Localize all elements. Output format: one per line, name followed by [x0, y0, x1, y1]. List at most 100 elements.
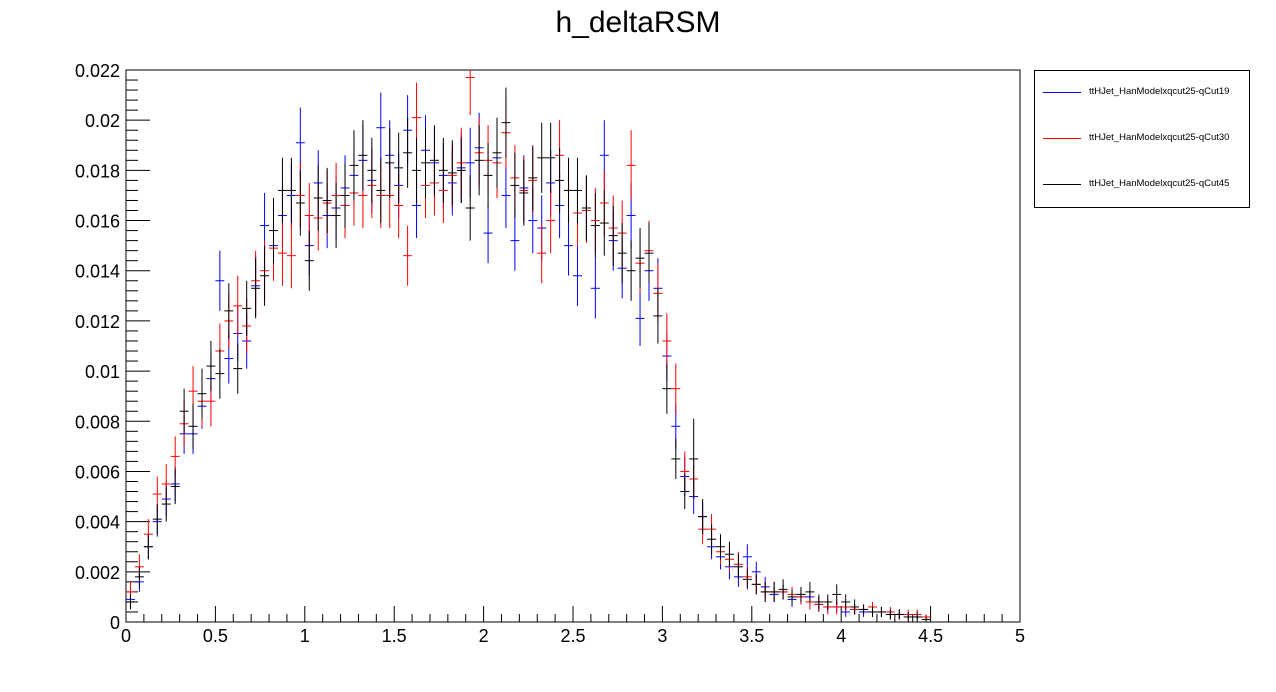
data-point	[760, 581, 770, 602]
data-point	[233, 275, 243, 336]
tick-labels: 0 0.5 1 1.5 2 2.5 3 3.5 4 4.5 5 0 0.002 0.004 0.006 0.0…	[75, 61, 1025, 646]
data-point	[626, 130, 636, 201]
data-point	[564, 215, 573, 276]
data-point	[912, 611, 922, 622]
data-point	[528, 145, 538, 211]
legend-entry-qcut45: ttHJet_HanModelxqcut25-qCut45	[1035, 175, 1249, 195]
data-point	[519, 160, 529, 226]
data-point	[403, 225, 413, 286]
x-tick-label: 2	[479, 626, 489, 646]
data-point	[573, 157, 582, 224]
y-tick-label: 0.016	[75, 212, 120, 232]
data-point	[412, 137, 422, 203]
data-point	[573, 245, 582, 306]
data-point	[590, 258, 600, 319]
data-points	[126, 70, 931, 622]
y-tick-label: 0.004	[75, 513, 120, 533]
y-tick-label: 0.014	[75, 262, 120, 282]
data-point	[868, 606, 877, 617]
y-tick-label: 0.02	[85, 111, 120, 131]
data-point	[483, 202, 493, 264]
legend-line-qcut19	[1043, 92, 1081, 93]
data-point	[143, 534, 153, 560]
x-tick-label: 0.5	[203, 626, 228, 646]
data-point	[894, 609, 904, 620]
data-point	[438, 137, 448, 203]
data-point	[322, 167, 332, 234]
data-point	[215, 348, 225, 399]
y-tick-label: 0	[110, 613, 120, 633]
data-point	[662, 313, 672, 369]
data-point	[385, 127, 395, 198]
data-point	[331, 182, 341, 249]
data-point	[885, 609, 895, 620]
data-point	[134, 566, 144, 587]
data-point	[796, 586, 806, 602]
data-point	[671, 363, 681, 414]
data-point	[921, 616, 931, 622]
x-tick-label: 4	[836, 626, 846, 646]
data-point	[403, 117, 413, 188]
data-point	[286, 223, 296, 289]
data-point	[465, 175, 475, 241]
series-1	[126, 70, 931, 620]
data-point	[769, 581, 779, 602]
data-point	[662, 363, 672, 414]
data-point	[581, 175, 591, 241]
x-tick-label: 0	[121, 626, 131, 646]
data-point	[465, 70, 475, 116]
data-point	[841, 594, 851, 610]
data-point	[126, 594, 135, 610]
y-tick-label: 0.018	[75, 161, 120, 181]
plot-frame	[125, 69, 1021, 623]
data-point	[814, 594, 824, 610]
data-point	[349, 130, 359, 201]
data-point	[197, 368, 207, 419]
data-point	[832, 584, 842, 605]
legend-entry-qcut19: ttHJet_HanModelxqcut25-qCut19	[1035, 83, 1249, 103]
x-tick-label: 2.5	[560, 626, 585, 646]
data-point	[277, 157, 287, 224]
data-point	[903, 611, 913, 622]
x-tick-label: 3	[657, 626, 667, 646]
legend-label-qcut19: ttHJet_HanModelxqcut25-qCut19	[1089, 86, 1230, 97]
data-point	[510, 152, 520, 219]
data-point	[251, 258, 261, 319]
data-point	[778, 579, 788, 600]
data-point	[152, 504, 162, 535]
data-point	[850, 599, 860, 615]
data-point	[394, 132, 404, 203]
series-2	[126, 87, 931, 622]
legend-line-qcut45	[1043, 184, 1081, 185]
axis-ticks	[125, 69, 1021, 623]
data-point	[206, 340, 216, 392]
data-point	[376, 157, 386, 224]
data-point	[751, 574, 761, 595]
data-point	[456, 137, 466, 203]
data-point	[537, 223, 547, 284]
data-point	[501, 162, 511, 229]
data-point	[492, 117, 502, 188]
data-point	[340, 162, 350, 229]
data-point	[286, 157, 296, 224]
data-point	[626, 240, 636, 301]
data-point	[170, 468, 180, 505]
legend: ttHJet_HanModelxqcut25-qCut19 ttHJet_Han…	[1034, 70, 1250, 208]
data-point	[733, 554, 743, 580]
data-point	[179, 388, 189, 434]
y-tick-label: 0.012	[75, 312, 120, 332]
x-tick-label: 5	[1015, 626, 1025, 646]
data-point	[555, 147, 565, 214]
data-point	[608, 205, 618, 266]
data-point	[313, 165, 323, 231]
data-point	[724, 541, 734, 567]
y-tick-label: 0.002	[75, 563, 120, 583]
legend-entry-qcut30: ttHJet_HanModelxqcut25-qCut30	[1035, 129, 1249, 149]
data-point	[421, 127, 430, 198]
data-point	[242, 280, 252, 336]
series-0	[126, 92, 931, 620]
data-point	[295, 170, 305, 236]
chart-title: h_deltaRSM	[555, 6, 721, 39]
data-point	[644, 223, 654, 284]
